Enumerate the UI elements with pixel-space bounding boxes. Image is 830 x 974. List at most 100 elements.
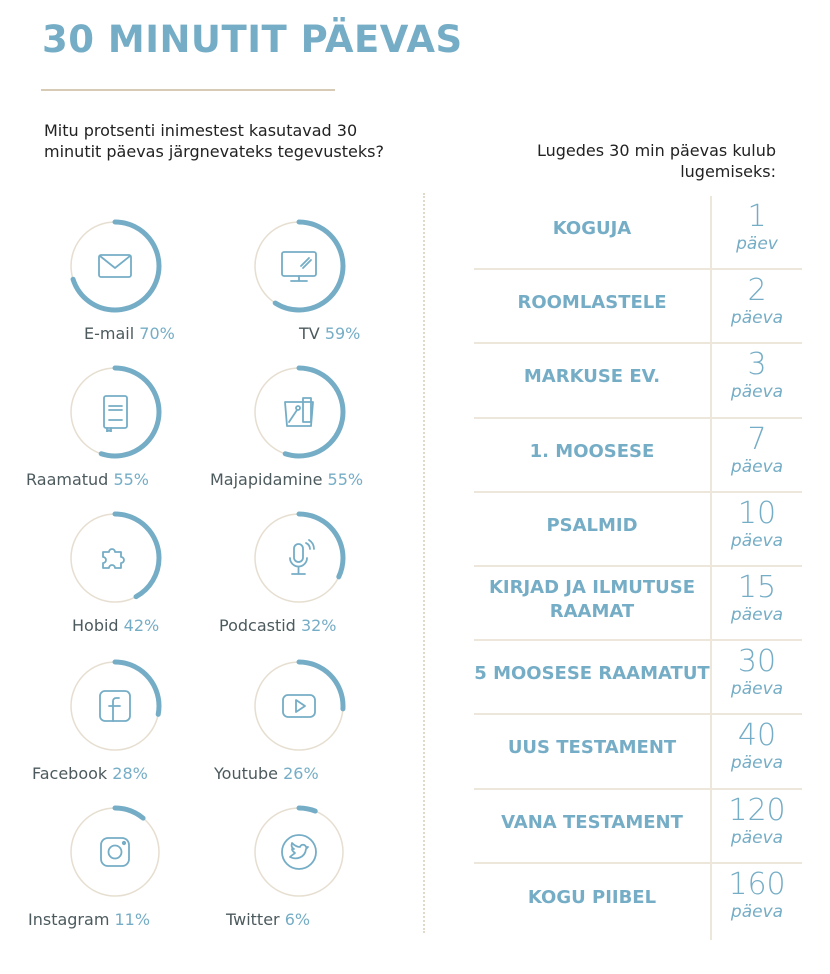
column-divider: [710, 863, 712, 940]
days-unit: päeva: [730, 827, 784, 848]
reading-duration: 7 päeva: [712, 422, 802, 477]
reading-duration: 3 päeva: [712, 347, 802, 403]
activity-percent: 26%: [283, 764, 319, 783]
activity-label: Raamatud 55%: [26, 470, 149, 489]
reading-row: KOGUJA 1 päev: [474, 196, 802, 271]
days-unit: päeva: [730, 530, 784, 551]
envelope-icon: [95, 246, 135, 286]
activity-percent: 55%: [327, 470, 364, 489]
activity-percent: 6%: [284, 910, 311, 929]
reading-row: 1. MOOSESE 7 päeva: [474, 418, 802, 493]
book-name: KOGU PIIBEL: [527, 886, 657, 908]
column-divider: [710, 344, 712, 419]
activity-percent: 32%: [300, 616, 337, 635]
activity-name: E-mail: [84, 324, 135, 343]
facebook-icon: [95, 686, 135, 726]
twitter-icon: [279, 832, 319, 872]
reading-duration: 2 päeva: [712, 273, 802, 329]
page-title: 30 MINUTIT PÄEVAS: [42, 18, 463, 61]
progress-ring: [251, 804, 347, 900]
days-unit: päev: [736, 234, 778, 254]
activity-label: Instagram 11%: [28, 910, 150, 929]
days-number: 40: [737, 718, 777, 754]
activities-question: Mitu protsenti inimestest kasutavad 30 m…: [44, 121, 384, 161]
activity-percent: 55%: [113, 470, 149, 489]
activity-item: Twitter 6%: [206, 804, 386, 944]
column-divider: [710, 789, 712, 864]
progress-ring: [67, 364, 163, 460]
book-name: UUS TESTAMENT: [507, 737, 677, 759]
reading-table: KOGUJA 1 päev ROOMLASTELE 2 päeva MARKUS…: [474, 196, 802, 940]
book-name: KOGUJA: [552, 218, 632, 240]
column-divider: [710, 641, 712, 716]
book-icon: [95, 392, 135, 433]
activity-item: Majapidamine 55%: [206, 364, 386, 504]
activity-name: Majapidamine: [210, 470, 323, 489]
reading-row: MARKUSE EV. 3 päeva: [474, 344, 802, 419]
instagram-icon: [95, 832, 135, 872]
activity-item: Raamatud 55%: [22, 364, 202, 504]
book-name: MARKUSE EV.: [523, 366, 661, 388]
activity-label: Facebook 28%: [32, 764, 148, 783]
activity-name: Twitter: [226, 910, 280, 929]
progress-ring: [67, 658, 163, 754]
activity-name: Facebook: [32, 764, 108, 783]
reading-row: VANA TESTAMENT 120 päeva: [474, 789, 802, 864]
reading-duration: 160 päeva: [712, 866, 802, 922]
activity-percent: 11%: [114, 910, 151, 929]
activity-item: Podcastid 32%: [206, 510, 386, 650]
reading-duration: 120 päeva: [712, 793, 802, 848]
book-name: ROOMLASTELE: [517, 292, 667, 314]
reading-duration: 40 päeva: [712, 718, 802, 774]
reading-row: 5 MOOSESE RAAMATUT 30 päeva: [474, 641, 802, 716]
activity-label: E-mail 70%: [84, 324, 175, 343]
reading-row: KIRJAD JA ILMUTUSE RAAMAT 15 päeva: [474, 566, 802, 642]
activity-name: Podcastid: [219, 616, 296, 635]
microphone-icon: [279, 538, 319, 578]
reading-duration: 15 päeva: [712, 570, 802, 625]
progress-ring: [251, 364, 347, 460]
puzzle-icon: [95, 538, 135, 578]
days-number: 160: [728, 866, 786, 902]
activity-name: Youtube: [214, 764, 278, 783]
activity-label: Majapidamine 55%: [210, 470, 363, 489]
activity-label: Twitter 6%: [226, 910, 310, 929]
progress-ring: [67, 510, 163, 606]
book-name: PSALMID: [546, 514, 638, 536]
activity-percent: 59%: [324, 324, 361, 343]
column-divider: [710, 715, 712, 790]
dotted-divider: [423, 193, 425, 933]
title-divider: [41, 89, 335, 91]
activity-percent: 28%: [112, 764, 148, 783]
column-divider: [710, 418, 712, 493]
book-name: 5 MOOSESE RAAMATUT: [474, 663, 710, 685]
activity-label: TV 59%: [299, 324, 360, 343]
days-number: 1: [747, 199, 767, 234]
activity-item: Instagram 11%: [22, 804, 202, 944]
reading-question: Lugedes 30 min päevas kulub lugemiseks:: [536, 141, 776, 181]
column-divider: [710, 492, 712, 567]
column-divider: [710, 566, 712, 642]
youtube-icon: [279, 686, 319, 726]
tv-icon: [279, 246, 319, 286]
days-unit: päeva: [730, 604, 784, 625]
activity-item: Facebook 28%: [22, 658, 202, 798]
reading-row: KOGU PIIBEL 160 päeva: [474, 863, 802, 940]
activity-name: Raamatud: [26, 470, 109, 489]
days-number: 3: [747, 347, 767, 383]
reading-duration: 1 päev: [712, 199, 802, 255]
activity-label: Podcastid 32%: [219, 616, 337, 635]
activity-item: Hobid 42%: [22, 510, 202, 650]
progress-ring: [251, 218, 347, 314]
column-divider: [710, 196, 712, 271]
days-unit: päeva: [730, 901, 784, 922]
activity-label: Hobid 42%: [72, 616, 159, 635]
days-number: 30: [737, 644, 777, 680]
activity-label: Youtube 26%: [214, 764, 319, 783]
days-number: 2: [747, 273, 767, 309]
progress-ring: [251, 510, 347, 606]
days-unit: päeva: [730, 456, 784, 477]
activity-name: Hobid: [72, 616, 119, 635]
column-divider: [710, 270, 712, 345]
days-number: 10: [737, 495, 777, 531]
